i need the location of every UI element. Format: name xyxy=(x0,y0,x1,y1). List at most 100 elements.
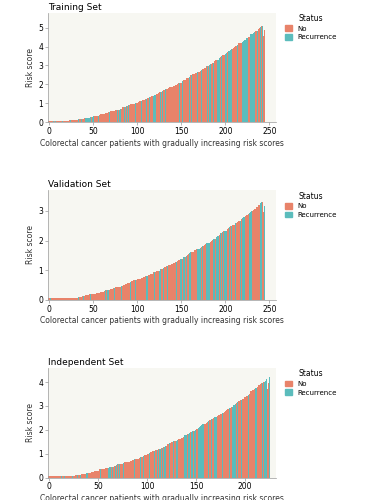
Bar xyxy=(229,408,230,478)
Bar xyxy=(162,91,163,122)
Bar xyxy=(188,78,189,122)
Bar xyxy=(98,470,99,478)
Bar xyxy=(135,280,136,300)
Bar xyxy=(196,73,197,122)
Bar xyxy=(191,75,192,122)
Bar xyxy=(118,110,119,122)
Bar xyxy=(158,271,159,300)
Bar xyxy=(234,404,235,477)
Y-axis label: Risk score: Risk score xyxy=(26,226,35,264)
Bar xyxy=(69,120,70,122)
Bar xyxy=(53,298,54,300)
Bar xyxy=(222,232,223,300)
Bar xyxy=(136,280,137,300)
Bar xyxy=(221,414,222,478)
Bar xyxy=(209,242,210,300)
Bar xyxy=(204,424,205,478)
Bar xyxy=(67,298,68,300)
Bar xyxy=(191,252,192,300)
Bar xyxy=(105,468,106,477)
Bar xyxy=(143,278,144,300)
Bar xyxy=(113,466,114,477)
Bar xyxy=(130,461,131,477)
Bar xyxy=(66,476,67,478)
Bar xyxy=(78,120,79,122)
Bar xyxy=(105,290,106,300)
Bar xyxy=(116,288,117,300)
Bar xyxy=(267,390,268,478)
Bar xyxy=(210,64,211,122)
Bar xyxy=(145,276,146,300)
Bar xyxy=(248,214,249,300)
Bar xyxy=(183,438,184,478)
Bar xyxy=(209,420,210,478)
Bar xyxy=(177,261,178,300)
Bar xyxy=(108,112,109,122)
Bar xyxy=(235,222,236,300)
Bar xyxy=(245,40,246,122)
Bar xyxy=(109,468,110,477)
Bar xyxy=(117,464,118,477)
Bar xyxy=(202,69,203,122)
Bar xyxy=(169,264,170,300)
Bar xyxy=(79,475,80,478)
Bar xyxy=(187,434,188,478)
Bar xyxy=(121,286,122,300)
Bar xyxy=(157,94,158,122)
Bar xyxy=(91,294,92,300)
Bar xyxy=(212,62,214,122)
Bar xyxy=(119,464,120,477)
Bar xyxy=(203,246,204,300)
Bar xyxy=(54,298,55,300)
Bar xyxy=(73,120,74,122)
Bar xyxy=(151,452,152,477)
Bar xyxy=(57,476,58,478)
Bar xyxy=(87,473,88,478)
Bar xyxy=(190,252,191,300)
Bar xyxy=(92,294,93,300)
Bar xyxy=(104,291,105,300)
Bar xyxy=(205,424,206,478)
Bar xyxy=(194,431,195,478)
Bar xyxy=(55,121,56,122)
Bar xyxy=(248,394,250,477)
Bar xyxy=(122,108,123,122)
Bar xyxy=(230,50,231,122)
Bar xyxy=(164,90,165,122)
Bar xyxy=(93,294,94,300)
Bar xyxy=(140,458,141,477)
Bar xyxy=(49,298,50,300)
Bar xyxy=(206,424,207,478)
Bar xyxy=(117,110,118,122)
Bar xyxy=(262,26,263,122)
Bar xyxy=(160,269,161,300)
Bar xyxy=(247,38,248,122)
Bar xyxy=(68,298,69,300)
Bar xyxy=(66,298,67,300)
Bar xyxy=(179,84,180,122)
Bar xyxy=(72,298,73,300)
Bar xyxy=(129,283,130,300)
Bar xyxy=(79,297,80,300)
Bar xyxy=(169,443,170,478)
Bar xyxy=(252,390,253,478)
Bar xyxy=(161,92,162,122)
Bar xyxy=(159,92,160,122)
Bar xyxy=(201,70,202,122)
Bar xyxy=(199,249,200,300)
Bar xyxy=(92,117,93,122)
Bar xyxy=(143,100,144,122)
Text: Validation Set: Validation Set xyxy=(48,180,111,190)
Bar xyxy=(256,208,257,300)
Bar xyxy=(190,432,191,478)
Bar xyxy=(73,476,74,478)
Bar xyxy=(220,232,221,300)
Bar xyxy=(185,80,186,122)
Bar xyxy=(118,464,119,477)
Bar xyxy=(59,298,60,300)
Bar xyxy=(244,40,245,122)
Bar xyxy=(196,250,197,300)
Bar xyxy=(193,431,194,478)
Bar xyxy=(79,120,80,122)
Text: Training Set: Training Set xyxy=(48,2,102,12)
